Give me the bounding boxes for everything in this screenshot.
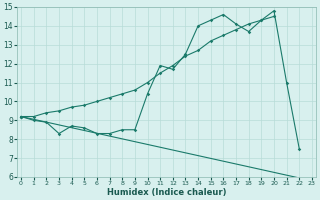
X-axis label: Humidex (Indice chaleur): Humidex (Indice chaleur)	[107, 188, 226, 197]
